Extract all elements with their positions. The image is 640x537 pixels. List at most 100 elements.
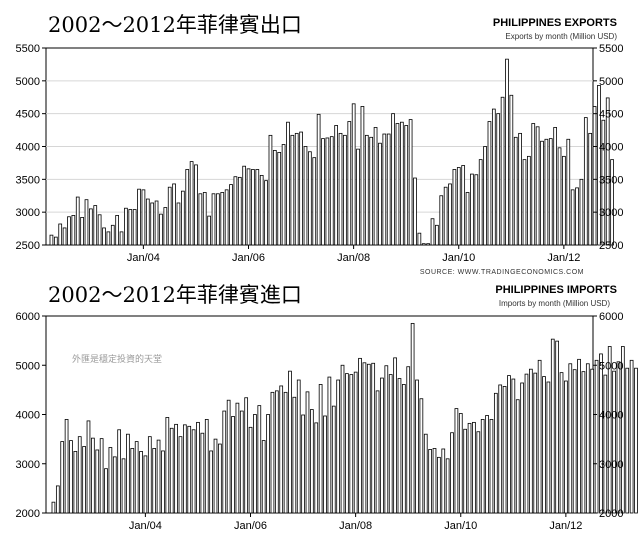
bar bbox=[204, 419, 209, 514]
bar bbox=[590, 368, 595, 514]
x-tick-label: Jan/10 bbox=[444, 520, 477, 532]
bar bbox=[318, 384, 323, 514]
bar bbox=[428, 449, 432, 514]
y-tick-label: 3000 bbox=[16, 207, 40, 219]
bar bbox=[555, 340, 560, 514]
y-tick-label: 3000 bbox=[599, 459, 623, 471]
bar bbox=[132, 209, 137, 246]
bar bbox=[115, 215, 119, 246]
y-tick-label: 3000 bbox=[599, 207, 623, 219]
bar bbox=[533, 372, 538, 514]
bar bbox=[312, 157, 317, 246]
bar bbox=[419, 398, 424, 514]
bar bbox=[544, 138, 549, 246]
bar bbox=[579, 178, 584, 246]
bar bbox=[430, 218, 435, 246]
bar bbox=[603, 374, 608, 514]
bar bbox=[535, 126, 540, 246]
bar bbox=[71, 215, 76, 246]
bar bbox=[454, 408, 459, 514]
bar bbox=[522, 159, 527, 246]
bar bbox=[343, 134, 347, 246]
bar bbox=[303, 146, 308, 246]
imports-y-axis-right: 2000 3000 4000 5000 6000 bbox=[593, 311, 623, 520]
x-tick-label: Jan/12 bbox=[547, 252, 580, 264]
bar bbox=[156, 439, 161, 514]
bar bbox=[180, 190, 185, 246]
bar bbox=[349, 374, 354, 514]
y-tick-label: 5000 bbox=[599, 76, 623, 88]
bar bbox=[345, 373, 349, 514]
bar bbox=[231, 416, 235, 514]
bar bbox=[480, 419, 485, 514]
bar bbox=[308, 151, 312, 246]
exports-y-axis-left: 2500 3000 3500 4000 4500 5000 5500 bbox=[16, 43, 46, 252]
bar bbox=[557, 147, 562, 246]
bar bbox=[147, 436, 152, 514]
x-tick-label: Jan/04 bbox=[127, 252, 160, 264]
bar bbox=[246, 168, 251, 246]
bar bbox=[386, 133, 391, 246]
bar bbox=[69, 440, 73, 514]
bar bbox=[371, 362, 376, 514]
bar bbox=[489, 419, 494, 514]
bar bbox=[542, 376, 546, 514]
bar bbox=[182, 424, 187, 514]
bar bbox=[364, 134, 369, 246]
bar bbox=[237, 176, 242, 246]
bar bbox=[49, 234, 54, 246]
bar bbox=[176, 202, 181, 246]
bar bbox=[599, 353, 603, 514]
bar bbox=[384, 365, 389, 514]
bar bbox=[220, 192, 225, 246]
bar bbox=[95, 449, 100, 514]
imports-chart-title: 2002～2012年菲律賓進口 bbox=[48, 283, 302, 307]
imports-chart: 2000 3000 4000 5000 6000 2000 3000 4000 5000 600… bbox=[16, 283, 638, 532]
bar bbox=[134, 441, 139, 514]
bar bbox=[518, 132, 522, 246]
bar bbox=[145, 198, 150, 246]
bar bbox=[67, 216, 71, 246]
exports-chart: 2500 3000 3500 4000 4500 5000 5500 2500 3000 350… bbox=[16, 13, 624, 276]
bar bbox=[585, 363, 590, 514]
exports-x-axis: Jan/04 Jan/06 Jan/08 Jan/10 Jan/12 bbox=[127, 245, 580, 264]
bar bbox=[340, 364, 345, 514]
bar bbox=[104, 468, 108, 514]
bar bbox=[336, 379, 341, 514]
x-tick-label: Jan/06 bbox=[232, 252, 265, 264]
bar bbox=[277, 152, 282, 246]
y-tick-label: 5000 bbox=[599, 360, 623, 372]
bar bbox=[334, 125, 339, 246]
bar bbox=[51, 501, 56, 514]
bar bbox=[423, 433, 428, 514]
bar bbox=[491, 108, 496, 246]
bar bbox=[441, 448, 446, 514]
x-tick-label: Jan/06 bbox=[234, 520, 267, 532]
y-tick-label: 4500 bbox=[16, 109, 40, 121]
bar bbox=[55, 485, 60, 514]
bar bbox=[310, 409, 314, 514]
bar bbox=[139, 451, 143, 514]
bar bbox=[200, 432, 205, 514]
bar bbox=[261, 440, 266, 514]
bar bbox=[338, 132, 343, 246]
bar bbox=[124, 207, 128, 246]
y-tick-label: 2500 bbox=[16, 240, 40, 252]
bar bbox=[82, 446, 86, 514]
bar bbox=[279, 385, 284, 514]
bar bbox=[401, 384, 406, 514]
bar bbox=[572, 369, 577, 514]
imports-x-axis: Jan/04 Jan/06 Jan/08 Jan/10 Jan/12 bbox=[129, 513, 582, 532]
bar bbox=[456, 167, 461, 246]
y-tick-label: 2500 bbox=[599, 240, 623, 252]
bar bbox=[601, 119, 606, 246]
bar bbox=[562, 155, 566, 246]
bar bbox=[73, 451, 78, 514]
bar bbox=[161, 450, 165, 514]
bar bbox=[550, 338, 555, 514]
bar bbox=[559, 372, 564, 514]
bar bbox=[546, 381, 551, 514]
bar bbox=[610, 159, 614, 246]
bar bbox=[316, 113, 321, 246]
bar bbox=[108, 447, 113, 514]
